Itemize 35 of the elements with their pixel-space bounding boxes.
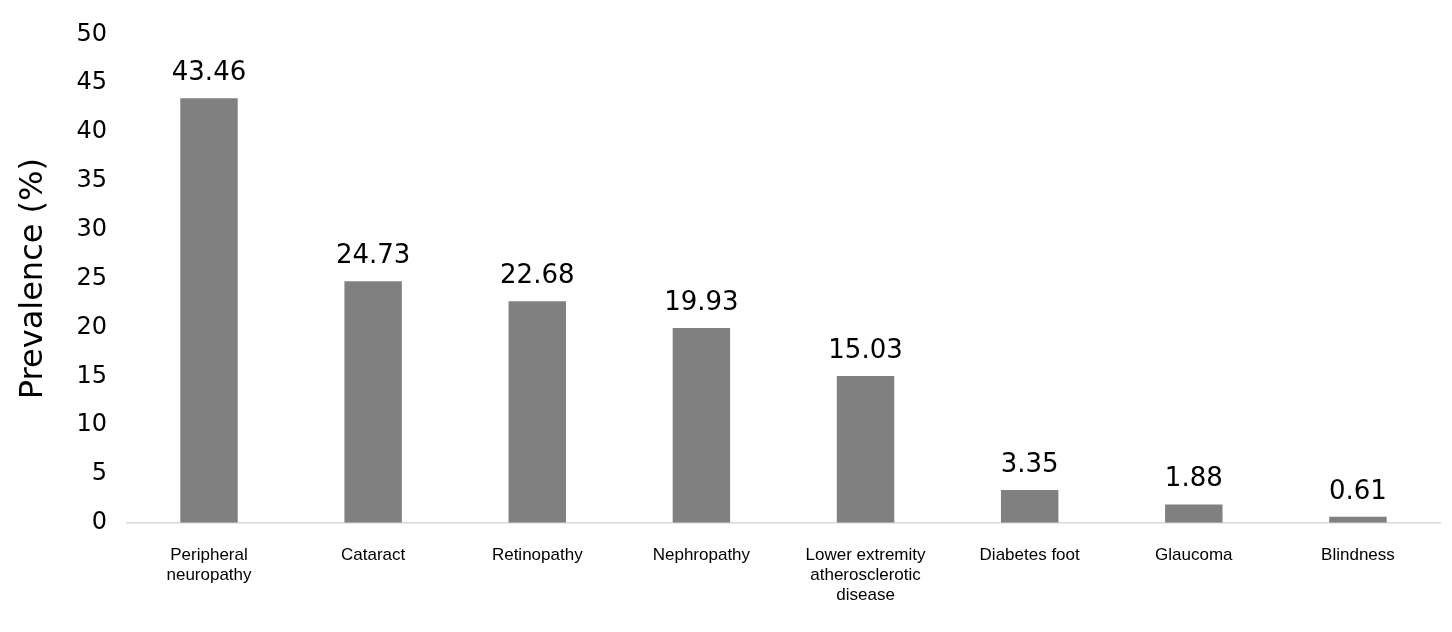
x-tick-label: Nephropathy	[652, 544, 751, 564]
y-tick-label: 45	[76, 67, 107, 96]
x-tick-label: Cataract	[341, 544, 406, 564]
bar	[508, 301, 566, 523]
bar	[1000, 490, 1059, 523]
y-tick-label: 20	[76, 311, 107, 340]
y-tick-label: 25	[76, 262, 107, 291]
data-label: 0.61	[1328, 474, 1387, 505]
y-tick-label: 0	[91, 507, 107, 536]
x-tick-label: Retinopathy	[491, 544, 584, 564]
y-tick-label: 35	[76, 165, 107, 194]
data-label: 3.35	[1000, 447, 1059, 478]
bar	[344, 281, 402, 523]
y-tick-label: 40	[76, 116, 107, 145]
bar	[672, 328, 731, 523]
y-axis-title: Prevalence (%)	[11, 158, 50, 400]
bar	[180, 98, 238, 523]
y-tick-label: 15	[76, 360, 107, 389]
data-label: 43.46	[171, 56, 247, 87]
x-tick-label: Lower extremity atherosclerotic disease	[805, 544, 927, 605]
bar	[1165, 504, 1223, 523]
data-label: 1.88	[1164, 462, 1223, 493]
data-label: 19.93	[664, 285, 739, 316]
y-tick-label: 30	[76, 213, 107, 242]
x-tick-label: Blindness	[1321, 544, 1395, 564]
x-tick-label: Peripheral neuropathy	[166, 544, 253, 585]
data-label: 22.68	[500, 259, 575, 290]
x-tick-label: Diabetes foot	[979, 544, 1081, 564]
y-tick-label: 10	[76, 409, 107, 438]
y-tick-label: 50	[76, 18, 107, 47]
x-tick-label: Glaucoma	[1155, 544, 1234, 564]
data-label: 24.73	[335, 238, 411, 269]
bar	[836, 375, 895, 523]
data-label: 15.03	[828, 333, 903, 364]
y-tick-label: 5	[91, 458, 107, 487]
